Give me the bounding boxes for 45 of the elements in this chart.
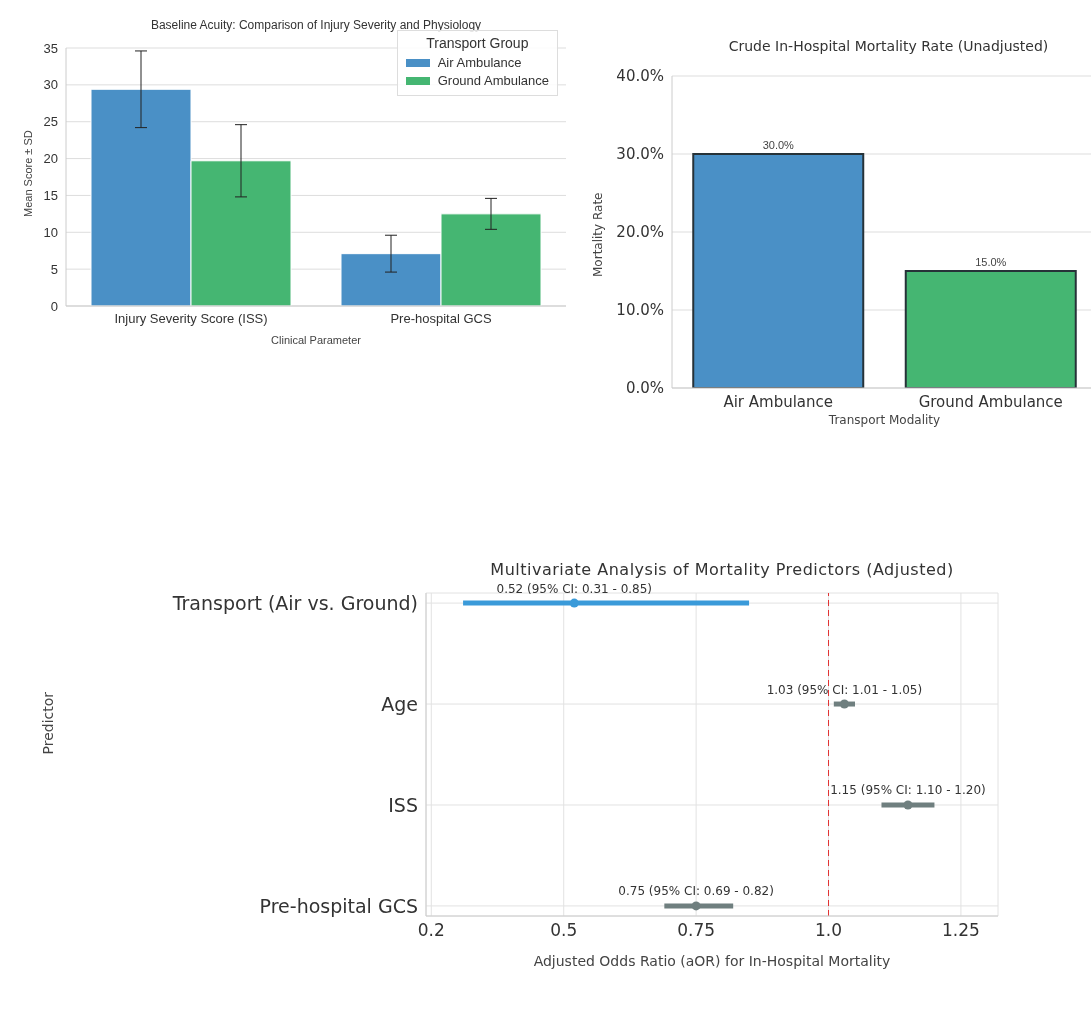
x-axis-title: Clinical Parameter — [271, 334, 362, 346]
x-tick-label: 1.25 — [942, 920, 980, 941]
y-tick-label: 30 — [43, 77, 58, 93]
data-label: 15.0% — [975, 256, 1007, 268]
point — [839, 699, 849, 709]
y-tick-label: 10.0% — [616, 301, 664, 320]
data-label: 0.52 (95% CI: 0.31 - 0.85) — [496, 581, 653, 596]
legend-title: Transport Group — [425, 35, 530, 51]
y-tick-label: ISS — [388, 793, 418, 816]
y-tick-label: 20 — [43, 151, 58, 167]
point — [903, 800, 913, 810]
y-tick-label: 40.0% — [616, 67, 664, 86]
x-tick-label: 0.2 — [417, 920, 445, 941]
y-tick-label: 30.0% — [616, 145, 664, 164]
point — [569, 598, 579, 608]
x-axis-title: Adjusted Odds Ratio (aOR) for In-Hospital Mortality — [533, 953, 891, 969]
chart-title: Baseline Acuity: Comparison of Injury Severity and Physiology — [149, 18, 483, 32]
chart-title: Crude In-Hospital Mortality Rate (Unadjusted) — [727, 38, 1050, 54]
data-label: 0.75 (95% CI: 0.69 - 0.82) — [618, 884, 774, 899]
point — [691, 901, 701, 911]
data-label: 1.03 (95% CI: 1.01 - 1.05) — [766, 682, 923, 697]
y-axis-title: Mortality Rate — [591, 192, 606, 277]
y-tick-label: 25 — [43, 114, 58, 130]
legend-label: Air Ambulance — [436, 55, 523, 70]
y-tick-label: 15 — [43, 188, 58, 204]
y-tick-label: Transport (Air vs. Ground) — [171, 591, 418, 614]
x-tick-label: 0.75 — [677, 920, 716, 941]
y-tick-label: Age — [381, 692, 418, 715]
y-axis-title: Predictor — [39, 691, 56, 755]
legend-label: Ground Ambulance — [436, 73, 549, 88]
y-tick-label: 10 — [43, 224, 58, 240]
data-label: 30.0% — [762, 139, 795, 151]
x-tick-label: Injury Severity Score (ISS) — [114, 311, 268, 327]
y-axis-title: Mean Score ± SD — [21, 130, 34, 217]
y-tick-label: 35 — [43, 40, 58, 56]
y-tick-label: 0.0% — [625, 379, 664, 398]
chart-title: Multivariate Analysis of Mortality Predictors (Adjusted) — [489, 560, 955, 579]
data-label: 1.15 (95% CI: 1.10 - 1.20) — [830, 783, 986, 798]
y-tick-label: 5 — [50, 261, 58, 277]
y-tick-label: Pre-hospital GCS — [259, 894, 418, 917]
x-tick-label: 0.5 — [550, 920, 578, 941]
y-tick-label: 0 — [50, 298, 58, 314]
y-tick-label: 20.0% — [616, 223, 664, 242]
x-tick-label: 1.0 — [815, 920, 843, 941]
x-axis-title: Transport Modality — [827, 413, 941, 427]
